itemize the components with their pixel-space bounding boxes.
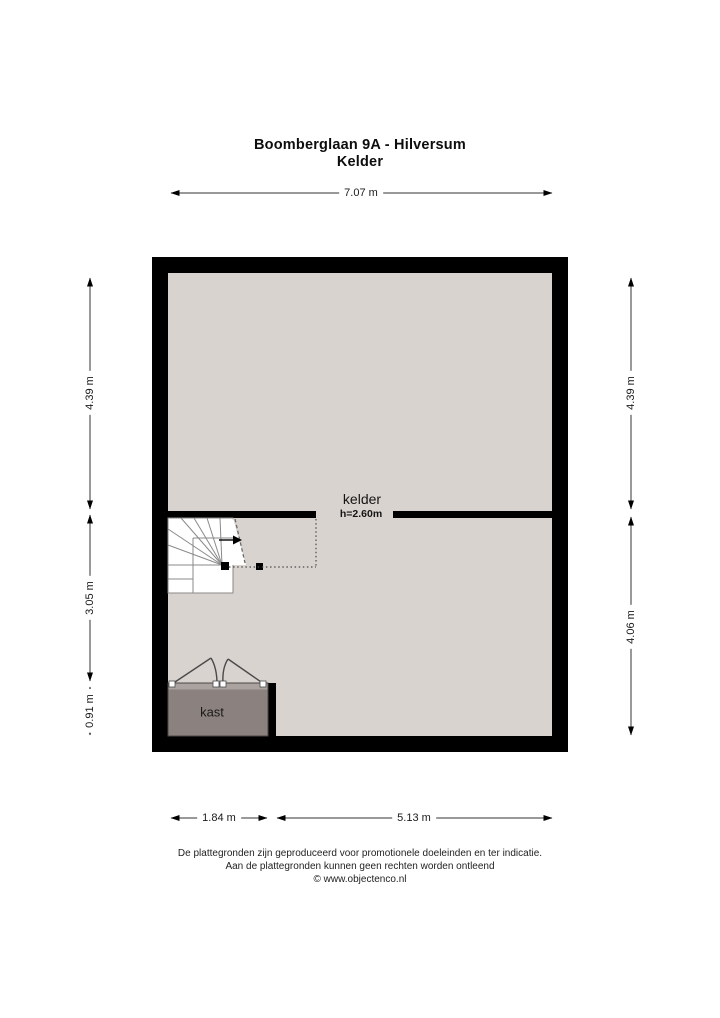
dim-label-right-2: 4.06 m [625, 605, 637, 649]
wall-top [152, 257, 568, 273]
footer-disclaimer-line-2: Aan de plattegronden kunnen geen rechten… [225, 861, 495, 872]
page-title: Boomberglaan 9A - Hilversum [254, 137, 466, 153]
page-subtitle: Kelder [336, 154, 384, 170]
wall-mid-left-segment [168, 511, 316, 518]
kast-door-hinges [168, 680, 267, 688]
dim-label-right-1: 4.39 m [625, 371, 637, 415]
footer-copyright: © www.objectenco.nl [313, 874, 407, 885]
dim-label-bottom-1: 1.84 m [197, 812, 241, 824]
stair-post-2 [256, 563, 263, 570]
room-height-label-kelder: h=2.60m [339, 508, 383, 520]
wall-mid-right-segment [393, 511, 552, 518]
wall-left [152, 257, 168, 752]
wall-right [552, 257, 568, 752]
dim-label-left-1: 4.39 m [84, 371, 96, 415]
staircase [167, 517, 317, 594]
room-kelder-floor [168, 273, 552, 736]
stair-cut-line [234, 518, 246, 564]
wall-bottom [152, 736, 568, 752]
dim-label-left-3: 0.91 m [84, 689, 96, 733]
kast-door-left-leaf [171, 657, 212, 685]
wall-kast-stub [268, 683, 276, 736]
stair-direction-arrow-head [233, 535, 242, 545]
room-label-kelder: kelder [342, 491, 382, 507]
dim-label-bottom-2: 5.13 m [392, 812, 436, 824]
room-kast [167, 657, 269, 737]
room-label-kast: kast [200, 704, 224, 720]
kast-door-right-leaf [227, 658, 265, 685]
stair-treads [167, 517, 233, 593]
footer-disclaimer-line-1: De plattegronden zijn geproduceerd voor … [177, 848, 543, 859]
dim-label-top: 7.07 m [339, 187, 383, 199]
interior-walls [168, 511, 552, 736]
dim-label-left-2: 3.05 m [84, 576, 96, 620]
outer-walls [152, 257, 568, 752]
stair-post-1 [221, 562, 229, 570]
